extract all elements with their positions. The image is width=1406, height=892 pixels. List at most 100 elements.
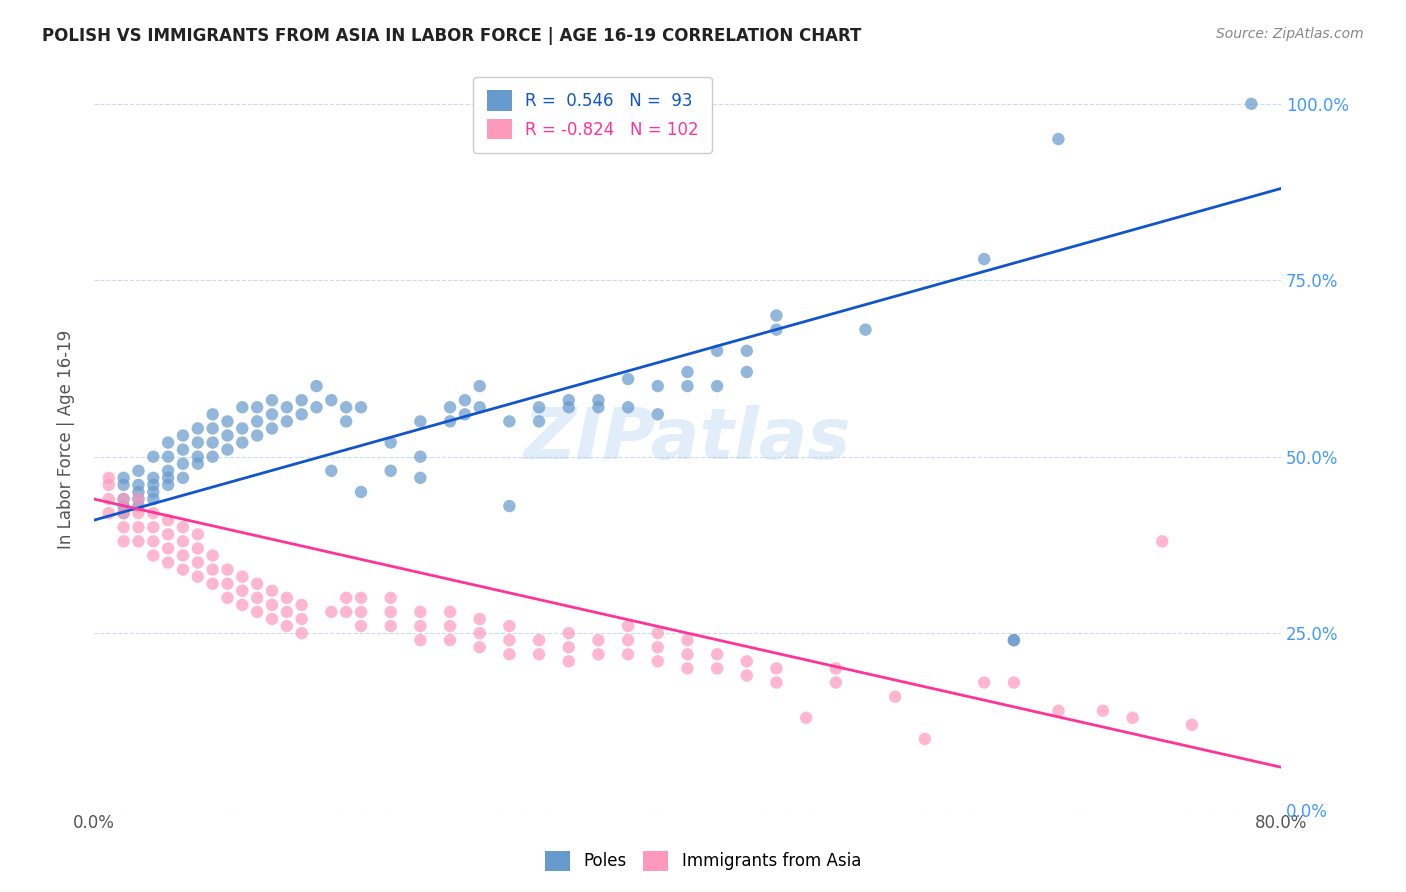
Point [157,450,180,464]
Point [217,414,239,428]
Point [172,428,194,442]
Point [97,478,120,492]
Point [439,605,461,619]
Point [794,711,817,725]
Point [527,633,550,648]
Point [246,401,269,415]
Point [350,619,373,633]
Point [231,401,253,415]
Point [172,563,194,577]
Point [498,619,520,633]
Point [187,527,209,541]
Point [187,450,209,464]
Point [142,450,165,464]
Point [527,414,550,428]
Point [321,464,343,478]
Point [142,478,165,492]
Point [617,633,640,648]
Point [260,393,283,408]
Point [305,401,328,415]
Point [380,605,402,619]
Point [142,534,165,549]
Point [824,661,846,675]
Point [112,491,135,506]
Point [291,626,314,640]
Point [380,435,402,450]
Point [260,612,283,626]
Point [1152,534,1174,549]
Point [735,654,758,668]
Point [617,372,640,386]
Point [558,654,581,668]
Point [765,661,787,675]
Point [201,549,224,563]
Point [647,407,669,421]
Point [617,647,640,661]
Point [468,379,491,393]
Point [350,605,373,619]
Point [1240,96,1263,111]
Point [127,506,149,520]
Point [498,633,520,648]
Point [172,457,194,471]
Point [380,619,402,633]
Point [187,541,209,556]
Point [914,731,936,746]
Point [380,591,402,605]
Point [231,583,253,598]
Point [676,633,699,648]
Point [276,605,298,619]
Point [187,556,209,570]
Point [127,478,149,492]
Point [409,619,432,633]
Point [468,612,491,626]
Point [157,435,180,450]
Point [647,379,669,393]
Text: ZIPatlas: ZIPatlas [524,405,851,474]
Point [260,598,283,612]
Point [157,471,180,485]
Point [142,520,165,534]
Point [1181,718,1204,732]
Point [380,464,402,478]
Point [1047,704,1070,718]
Point [527,401,550,415]
Point [973,675,995,690]
Y-axis label: In Labor Force | Age 16-19: In Labor Force | Age 16-19 [58,329,75,549]
Point [187,435,209,450]
Point [112,506,135,520]
Point [291,407,314,421]
Point [157,541,180,556]
Point [765,323,787,337]
Point [231,421,253,435]
Point [588,401,610,415]
Point [588,647,610,661]
Point [409,605,432,619]
Point [706,661,728,675]
Point [1091,704,1114,718]
Point [735,343,758,358]
Point [409,471,432,485]
Point [647,640,669,655]
Point [735,365,758,379]
Point [1002,633,1025,648]
Point [454,393,477,408]
Point [350,485,373,500]
Point [558,401,581,415]
Legend: Poles, Immigrants from Asia: Poles, Immigrants from Asia [537,842,869,880]
Point [142,485,165,500]
Point [468,401,491,415]
Point [260,421,283,435]
Point [588,633,610,648]
Point [172,534,194,549]
Point [335,401,357,415]
Point [647,626,669,640]
Point [468,640,491,655]
Point [350,401,373,415]
Point [335,591,357,605]
Point [201,435,224,450]
Point [246,428,269,442]
Point [201,450,224,464]
Point [291,612,314,626]
Point [305,379,328,393]
